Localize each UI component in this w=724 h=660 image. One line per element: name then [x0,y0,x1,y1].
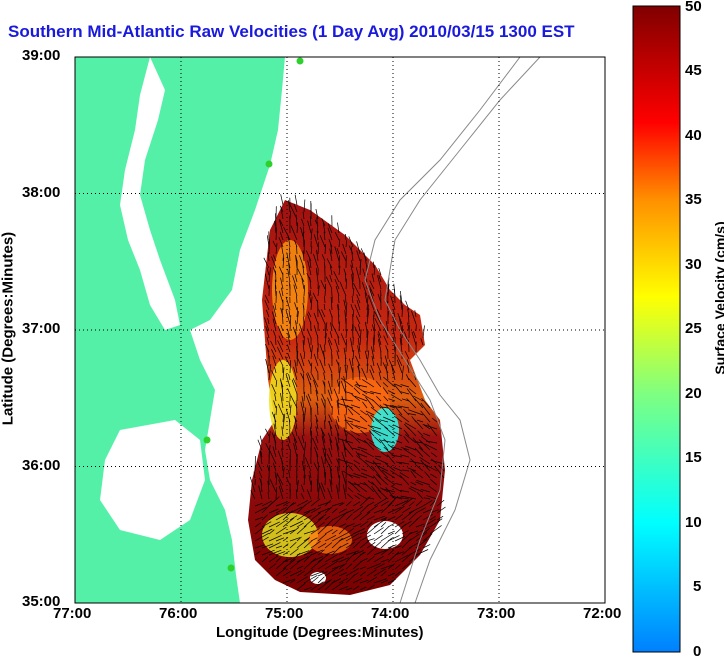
radar-station-marker [204,437,211,444]
x-tick-label: 76:00 [159,605,197,622]
colorbar-tick-label: 50 [685,0,702,15]
velocity-vector [346,296,347,303]
x-tick-label: 74:00 [371,605,409,622]
colorbar-tick-label: 15 [685,449,702,466]
velocity-vector [297,296,298,303]
y-tick-label: 36:00 [22,457,60,474]
colorbar-tick-label: 40 [685,127,702,144]
velocity-vector [269,240,270,254]
x-tick-label: 73:00 [477,605,515,622]
radar-station-marker [297,58,304,65]
y-tick-label: 38:00 [22,184,60,201]
y-tick-label: 37:00 [22,320,60,337]
colorbar-label: Surface Velocity (cm/s) [712,198,724,398]
velocity-patch [308,526,352,554]
colorbar-tick-label: 35 [685,191,702,208]
velocity-vector [304,374,305,388]
x-tick-label: 72:00 [583,605,621,622]
velocity-vector [290,253,291,261]
y-tick-label: 39:00 [22,47,60,64]
colorbar-tick-label: 20 [685,385,702,402]
colorbar-tick-label: 30 [685,256,702,273]
x-axis-label: Longitude (Degrees:Minutes) [216,624,424,641]
velocity-vector [374,335,375,345]
y-axis-label: Latitude (Degrees:Minutes) [0,229,17,429]
velocity-vector [276,338,277,345]
velocity-vector [304,240,305,254]
radar-station-marker [228,565,235,572]
colorbar-tick-label: 10 [685,514,702,531]
colorbar-tick-label: 0 [693,643,701,660]
colorbar-tick-label: 25 [685,320,702,337]
radar-station-marker [266,161,273,168]
colorbar-tick-label: 5 [693,578,701,595]
velocity-vector [346,339,347,352]
colorbar [633,6,680,652]
velocity-vector [346,467,347,478]
colorbar-tick-label: 45 [685,62,702,79]
velocity-vector [255,456,256,471]
y-tick-label: 35:00 [22,593,60,610]
x-tick-label: 75:00 [265,605,303,622]
velocity-vector [297,246,298,254]
